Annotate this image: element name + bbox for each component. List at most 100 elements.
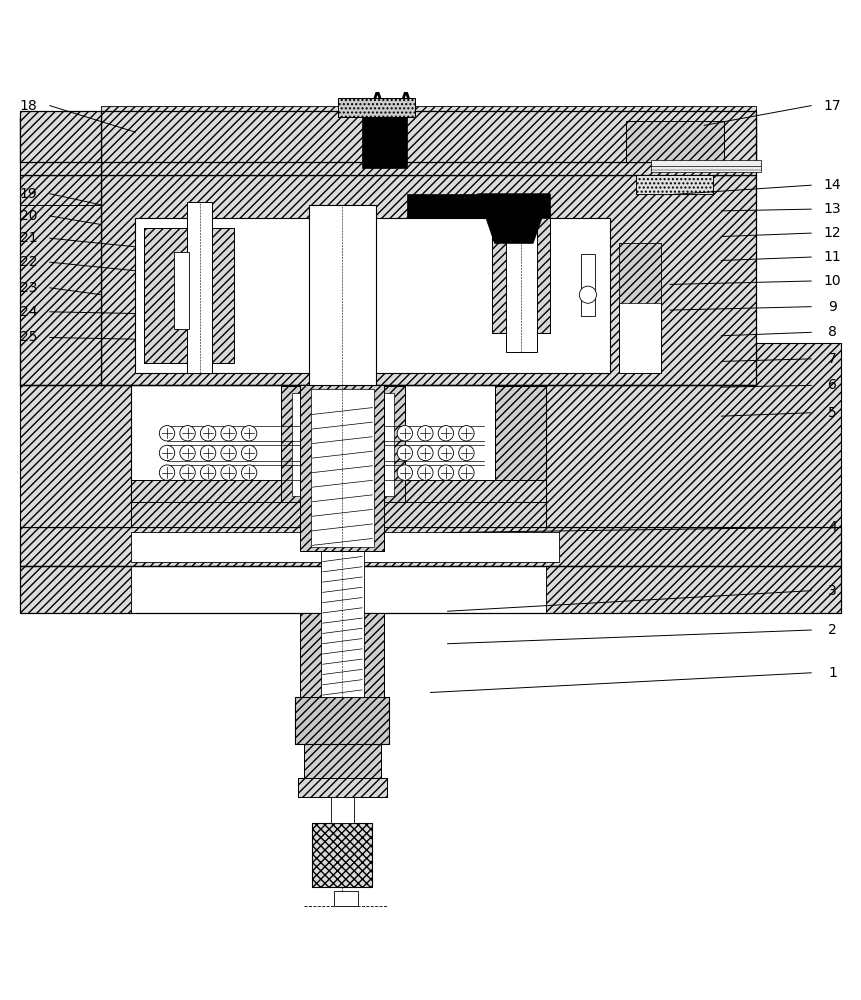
Circle shape bbox=[438, 465, 454, 480]
Text: 5: 5 bbox=[828, 406, 837, 420]
Text: 23: 23 bbox=[20, 281, 37, 295]
Bar bbox=[309, 205, 375, 385]
Bar bbox=[619, 243, 661, 303]
Polygon shape bbox=[406, 194, 550, 218]
Circle shape bbox=[459, 465, 474, 480]
Bar bbox=[635, 175, 713, 194]
Circle shape bbox=[397, 426, 412, 441]
Bar bbox=[101, 175, 756, 385]
Bar bbox=[101, 117, 756, 175]
Text: 25: 25 bbox=[20, 330, 37, 344]
Circle shape bbox=[221, 445, 236, 461]
Bar bbox=[626, 121, 724, 162]
Bar bbox=[300, 385, 384, 551]
Bar bbox=[300, 613, 384, 697]
Text: 11: 11 bbox=[824, 250, 841, 264]
Bar bbox=[20, 343, 131, 527]
Bar bbox=[20, 117, 101, 175]
Bar bbox=[131, 566, 546, 613]
Circle shape bbox=[418, 426, 433, 441]
Bar bbox=[304, 744, 381, 778]
Circle shape bbox=[459, 445, 474, 461]
Bar bbox=[581, 254, 595, 316]
Circle shape bbox=[241, 465, 257, 480]
Bar bbox=[20, 175, 101, 385]
Bar bbox=[20, 527, 841, 566]
Circle shape bbox=[221, 426, 236, 441]
Text: 2: 2 bbox=[828, 623, 837, 637]
Bar bbox=[313, 823, 372, 887]
Text: 8: 8 bbox=[828, 325, 837, 339]
Bar bbox=[131, 480, 546, 502]
Bar bbox=[101, 111, 756, 162]
Bar bbox=[20, 111, 101, 162]
Bar bbox=[281, 386, 405, 502]
Circle shape bbox=[201, 445, 216, 461]
Text: 12: 12 bbox=[824, 226, 841, 240]
Text: 9: 9 bbox=[828, 300, 837, 314]
Bar bbox=[20, 566, 841, 613]
Circle shape bbox=[438, 445, 454, 461]
Bar bbox=[546, 343, 841, 527]
Bar bbox=[101, 117, 756, 175]
Circle shape bbox=[159, 426, 175, 441]
Bar bbox=[174, 252, 189, 329]
Bar bbox=[135, 218, 610, 373]
Bar bbox=[546, 566, 841, 613]
Polygon shape bbox=[478, 194, 550, 243]
Bar bbox=[492, 213, 550, 333]
Bar bbox=[298, 778, 387, 797]
Bar bbox=[20, 175, 101, 385]
Bar bbox=[300, 613, 384, 697]
Text: 20: 20 bbox=[20, 209, 37, 223]
Text: 1: 1 bbox=[828, 666, 837, 680]
Bar bbox=[187, 202, 213, 373]
Bar bbox=[295, 697, 389, 744]
Circle shape bbox=[579, 286, 597, 303]
Bar bbox=[635, 175, 713, 194]
Bar bbox=[131, 532, 559, 562]
Text: 21: 21 bbox=[20, 231, 37, 245]
Bar bbox=[334, 891, 358, 906]
Bar bbox=[338, 98, 415, 117]
Circle shape bbox=[180, 465, 195, 480]
Circle shape bbox=[201, 426, 216, 441]
Bar bbox=[20, 343, 131, 527]
Bar bbox=[295, 697, 389, 744]
Circle shape bbox=[180, 445, 195, 461]
Text: 6: 6 bbox=[828, 378, 837, 392]
Bar bbox=[505, 211, 536, 352]
Bar bbox=[626, 121, 724, 162]
Bar bbox=[298, 778, 387, 797]
Bar bbox=[546, 343, 841, 527]
Circle shape bbox=[241, 445, 257, 461]
Bar bbox=[495, 386, 546, 480]
Circle shape bbox=[459, 426, 474, 441]
Bar bbox=[331, 797, 354, 823]
Bar bbox=[101, 175, 756, 385]
Circle shape bbox=[418, 445, 433, 461]
Circle shape bbox=[201, 465, 216, 480]
Bar bbox=[304, 744, 381, 778]
Circle shape bbox=[159, 465, 175, 480]
Circle shape bbox=[397, 465, 412, 480]
Bar bbox=[131, 502, 546, 527]
Bar bbox=[131, 502, 546, 527]
Bar bbox=[313, 823, 372, 887]
Bar bbox=[300, 385, 384, 551]
Bar bbox=[144, 228, 233, 363]
Text: 14: 14 bbox=[824, 178, 841, 192]
Bar bbox=[131, 480, 546, 502]
Circle shape bbox=[221, 465, 236, 480]
Bar bbox=[292, 393, 393, 496]
Text: 22: 22 bbox=[20, 255, 37, 269]
Bar bbox=[20, 527, 841, 566]
Circle shape bbox=[241, 426, 257, 441]
Text: 4: 4 bbox=[828, 520, 837, 534]
Circle shape bbox=[438, 426, 454, 441]
Polygon shape bbox=[362, 117, 406, 168]
Bar bbox=[495, 386, 546, 480]
Text: 10: 10 bbox=[824, 274, 841, 288]
Circle shape bbox=[418, 465, 433, 480]
Bar bbox=[101, 111, 756, 162]
